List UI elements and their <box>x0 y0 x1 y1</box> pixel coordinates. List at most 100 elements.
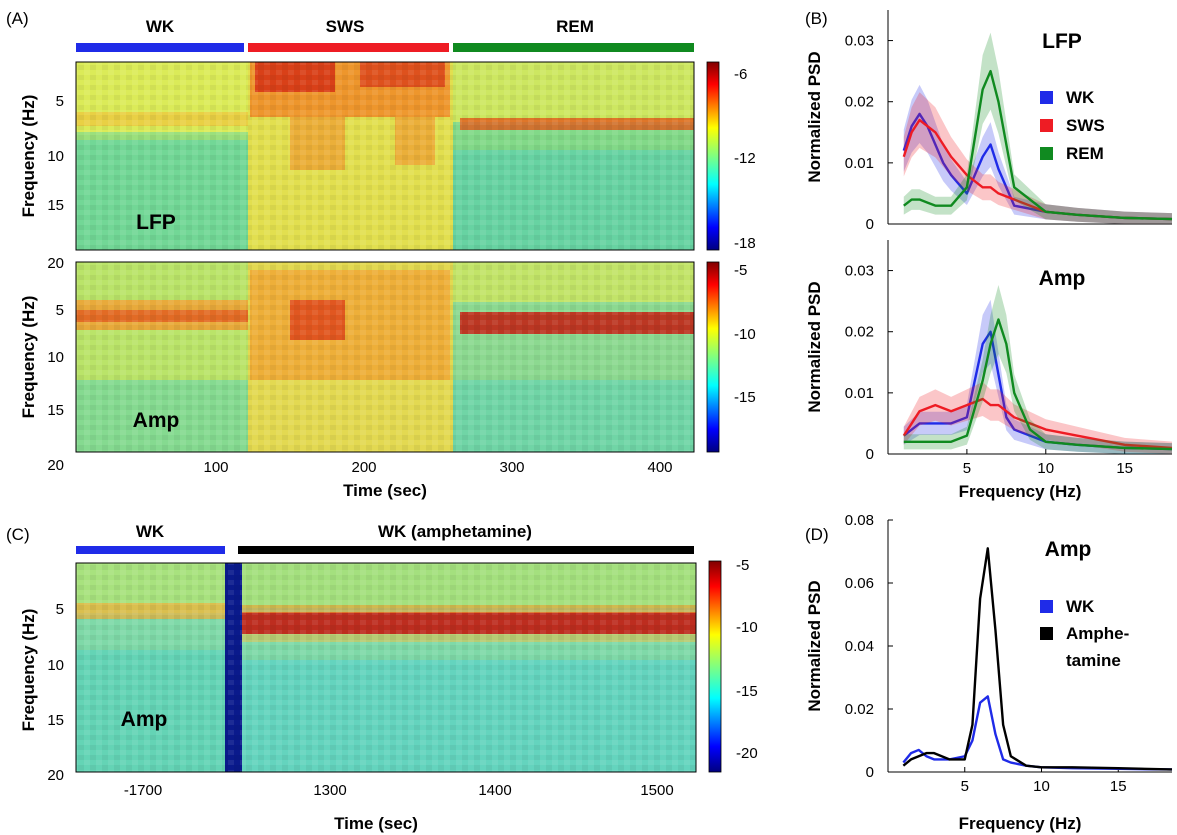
series-line-1-rem <box>903 318 1173 451</box>
xlabel-a: Time (sec) <box>343 481 427 500</box>
series-line-1-sws <box>902 397 1173 450</box>
ytick-c-5: 5 <box>56 601 64 618</box>
panel-c-letter: (C) <box>6 525 30 544</box>
panel-a-letter: (A) <box>6 9 29 28</box>
ytick-a-bot-20-top: 20 <box>47 255 64 272</box>
chart-title-2: Amp <box>1045 538 1092 561</box>
colorbar-c <box>708 560 722 773</box>
panel-d-letter: (D) <box>805 525 829 544</box>
series-band-1-rem <box>903 285 1172 454</box>
state-bar-c-wk <box>76 546 225 554</box>
state-bar-wk <box>76 43 244 52</box>
cbar-a-top-3: -18 <box>734 235 756 252</box>
cbar-c-4: -20 <box>736 745 758 762</box>
ytick-a-bot-5: 5 <box>56 302 64 319</box>
xtick-label-2-1: 10 <box>1033 778 1050 795</box>
ytick-label-2-2: 0.04 <box>845 638 874 655</box>
ytick-label-1-0: 0 <box>866 446 874 463</box>
xtick-c-1500: 1500 <box>640 782 673 799</box>
ylabel-a-top: Frequency (Hz) <box>19 95 38 218</box>
ytick-label-0-1: 0.01 <box>845 155 874 172</box>
chart-title-0: LFP <box>1042 30 1082 53</box>
series-band-0-wk <box>903 84 1172 224</box>
legend-label-0-0: WK <box>1066 88 1095 107</box>
chart-ylabel-2: Normalized PSD <box>805 580 824 711</box>
amp-spectrogram-c <box>75 562 697 773</box>
ytick-a-top-5: 5 <box>56 93 64 110</box>
legend-swatch-0-2 <box>1040 147 1053 160</box>
cbar-c-1: -5 <box>736 557 749 574</box>
ytick-label-1-2: 0.02 <box>845 324 874 341</box>
xlabel-c: Time (sec) <box>334 814 418 833</box>
xtick-c-1700: -1700 <box>124 782 162 799</box>
chart-title-1: Amp <box>1039 267 1086 290</box>
cbar-a-top-2: -12 <box>734 150 756 167</box>
ytick-c-15: 15 <box>47 712 64 729</box>
xtick-a-200: 200 <box>351 459 376 476</box>
ylabel-a-bottom: Frequency (Hz) <box>19 296 38 419</box>
amp-spectrogram <box>75 261 695 453</box>
lfp-label: LFP <box>136 211 176 234</box>
ytick-a-top-15: 15 <box>47 197 64 214</box>
ytick-a-top-10: 10 <box>47 148 64 165</box>
state-label-c-amph: WK (amphetamine) <box>378 522 532 541</box>
xtick-a-100: 100 <box>203 459 228 476</box>
ytick-label-1-1: 0.01 <box>845 385 874 402</box>
state-label-rem: REM <box>556 17 594 36</box>
psd-line-charts: 0 0.01 0.02 0.03 LFP Normalized PSD WK SWS REM 0 0… <box>805 10 1173 833</box>
series-band-0-sws <box>903 92 1172 225</box>
ytick-label-0-2: 0.02 <box>845 94 874 111</box>
amp-label-a: Amp <box>133 409 180 432</box>
xtick-label-1-1: 10 <box>1037 460 1054 477</box>
xtick-a-300: 300 <box>499 459 524 476</box>
legend-label-d-amph-1: Amphe- <box>1066 624 1129 643</box>
colorbar-a-bottom <box>706 261 720 453</box>
cbar-c-3: -15 <box>736 683 758 700</box>
ytick-label-2-1: 0.02 <box>845 701 874 718</box>
legend-label-d-wk: WK <box>1066 597 1095 616</box>
xtick-a-400: 400 <box>647 459 672 476</box>
ytick-label-2-3: 0.06 <box>845 575 874 592</box>
series-line-2-amphetamine <box>902 547 1173 771</box>
ytick-c-20: 20 <box>47 767 64 784</box>
state-label-c-wk: WK <box>136 522 165 541</box>
xtick-c-1400: 1400 <box>478 782 511 799</box>
legend-swatch-d-amph <box>1040 627 1053 640</box>
state-bar-c-amph <box>238 546 694 554</box>
series-band-1-sws <box>903 381 1172 454</box>
xtick-label-2-2: 15 <box>1110 778 1127 795</box>
ylabel-c: Frequency (Hz) <box>19 609 38 732</box>
ytick-label-2-0: 0 <box>866 764 874 781</box>
legend-swatch-0-1 <box>1040 119 1053 132</box>
ytick-a-bot-15: 15 <box>47 402 64 419</box>
cbar-c-2: -10 <box>736 619 758 636</box>
legend-label-0-1: SWS <box>1066 116 1105 135</box>
cbar-a-bot-1: -5 <box>734 262 747 279</box>
lfp-spectrogram <box>75 61 695 251</box>
series-band-0-rem <box>903 32 1172 224</box>
state-label-sws: SWS <box>326 17 365 36</box>
series-line-2-wk <box>902 695 1173 771</box>
state-bar-sws <box>248 43 449 52</box>
ytick-label-0-3: 0.03 <box>845 33 874 50</box>
ytick-label-1-3: 0.03 <box>845 263 874 280</box>
cbar-a-bot-2: -10 <box>734 326 756 343</box>
colorbar-a-top <box>706 61 720 251</box>
ytick-label-2-4: 0.08 <box>845 512 874 529</box>
legend-swatch-0-0 <box>1040 91 1053 104</box>
chart-ylabel-1: Normalized PSD <box>805 281 824 412</box>
state-bar-rem <box>453 43 694 52</box>
xtick-c-1300: 1300 <box>313 782 346 799</box>
legend-label-d-amph-2: tamine <box>1066 651 1121 670</box>
legend-swatch-d-wk <box>1040 600 1053 613</box>
chart-xlabel-1: Frequency (Hz) <box>959 482 1082 501</box>
xtick-label-1-2: 15 <box>1116 460 1133 477</box>
cbar-a-bot-3: -15 <box>734 389 756 406</box>
xtick-label-1-0: 5 <box>963 460 971 477</box>
panel-b-letter: (B) <box>805 9 828 28</box>
legend-label-0-2: REM <box>1066 144 1104 163</box>
ytick-a-bot-20: 20 <box>47 457 64 474</box>
amp-label-c: Amp <box>121 708 168 731</box>
ytick-label-0-0: 0 <box>866 216 874 233</box>
